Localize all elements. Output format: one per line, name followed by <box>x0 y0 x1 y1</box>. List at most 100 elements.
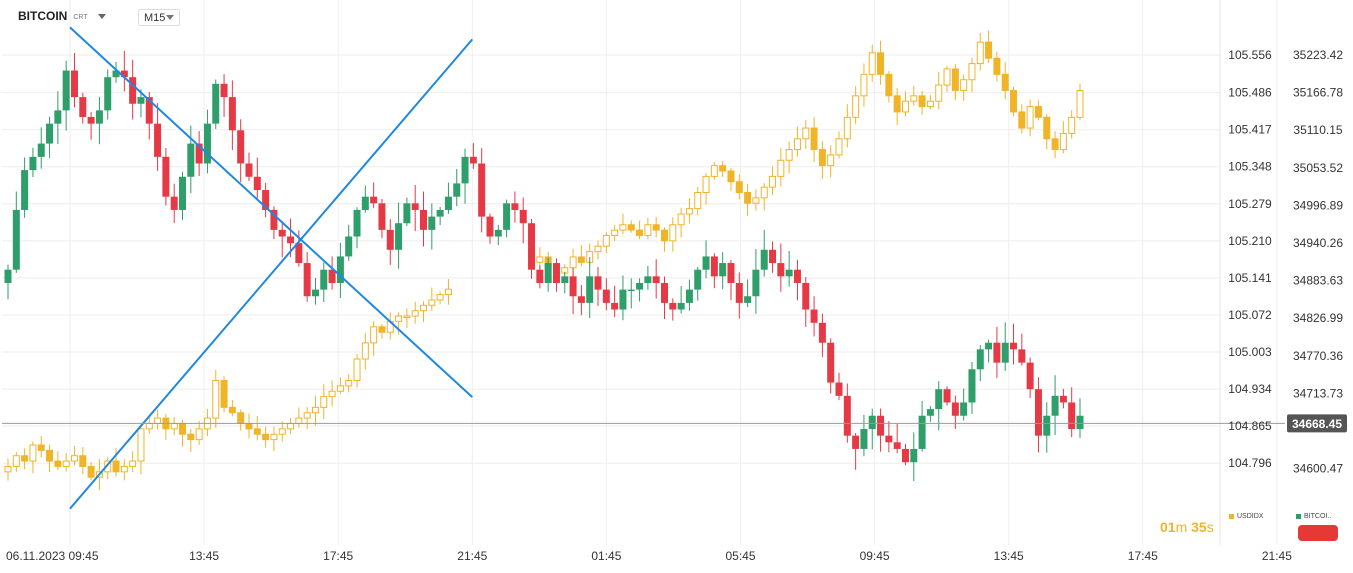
overlay-candle <box>1059 132 1067 151</box>
legend-usdidx[interactable]: USDIDX <box>1229 513 1263 520</box>
overlay-candle <box>104 460 112 473</box>
overlay-candle <box>345 380 353 387</box>
candle-body <box>810 309 818 323</box>
chevron-down-icon[interactable] <box>166 15 174 20</box>
candle-body <box>561 276 569 283</box>
overlay-candle <box>154 417 162 424</box>
overlay-candle <box>685 208 693 215</box>
sell-button[interactable] <box>1298 525 1338 541</box>
candle-body <box>145 97 153 124</box>
x-tick-label: 06.11.2023 09:45 <box>6 549 99 563</box>
overlay-candle <box>1001 73 1009 91</box>
overlay-candle <box>694 192 702 210</box>
candle-body <box>112 70 120 78</box>
overlay-candle <box>295 417 303 424</box>
legend-label: USDIDX <box>1237 513 1264 520</box>
overlay-candle <box>852 95 860 118</box>
candle-body <box>436 209 444 217</box>
overlay-candle <box>228 406 236 414</box>
overlay-candle <box>336 385 344 392</box>
overlay-candle <box>220 380 228 408</box>
candle-body <box>54 110 62 124</box>
symbol-selector[interactable]: BITCOIN CRT <box>18 9 106 23</box>
candle-body <box>519 209 527 224</box>
candle-body <box>494 229 502 237</box>
trendline <box>69 38 474 510</box>
candle-body <box>228 97 236 131</box>
legend-bitcoin[interactable]: BITCOI.. <box>1296 513 1331 520</box>
legend-swatch <box>1229 514 1234 519</box>
x-tick-label: 13:45 <box>994 549 1024 563</box>
candle-body <box>910 448 918 463</box>
chevron-down-icon[interactable] <box>97 13 106 19</box>
overlay-candle <box>361 342 369 360</box>
overlay-candle <box>777 159 785 177</box>
current-price-label: 34668.45 <box>1292 417 1342 431</box>
overlay-candle <box>436 294 444 301</box>
overlay-candle <box>1010 89 1018 113</box>
overlay-candle <box>187 433 195 441</box>
x-tick-label: 17:45 <box>323 549 353 563</box>
overlay-candle <box>877 52 885 75</box>
legend-swatch <box>1296 514 1301 519</box>
candle-body <box>652 276 660 283</box>
overlay-candle <box>145 422 153 430</box>
overlay-candle <box>960 79 968 91</box>
candle-body <box>1018 349 1026 363</box>
y-tick-left: 104.796 <box>1228 456 1272 470</box>
overlay-candle <box>237 412 245 424</box>
candle-body <box>627 289 635 292</box>
overlay-candle <box>328 390 336 398</box>
candle-body <box>976 349 984 370</box>
overlay-candle <box>320 396 328 408</box>
timeframe-dropdown[interactable]: M15 <box>138 9 180 26</box>
candle-body <box>868 415 876 430</box>
x-tick-label: 05:45 <box>725 549 755 563</box>
overlay-candle <box>46 449 54 462</box>
candle-body <box>769 249 777 264</box>
candle-body <box>619 289 627 310</box>
candle-body <box>636 282 644 290</box>
overlay-candle <box>893 95 901 113</box>
y-tick-right: 34600.47 <box>1293 462 1343 476</box>
candle-body <box>877 415 885 436</box>
overlay-candle <box>37 444 45 451</box>
countdown-seconds-unit: s <box>1206 519 1214 535</box>
overlay-candle <box>29 444 37 462</box>
x-tick-label: 21:45 <box>1262 549 1292 563</box>
overlay-candle <box>901 100 909 113</box>
overlay-candle <box>179 422 187 435</box>
y-tick-right: 34996.89 <box>1293 198 1343 212</box>
overlay-candle <box>710 165 718 177</box>
overlay-candle <box>835 138 843 156</box>
candle-body <box>1010 342 1018 350</box>
candle-body <box>1068 402 1076 430</box>
overlay-candle <box>827 154 835 167</box>
legend-label: BITCOI.. <box>1304 513 1332 520</box>
candle-body <box>793 269 801 283</box>
countdown-seconds: 35 <box>1191 519 1207 535</box>
overlay-candle <box>719 165 727 172</box>
overlay-candle <box>769 175 777 188</box>
y-tick-left: 105.348 <box>1228 160 1272 174</box>
candle-body <box>860 429 868 449</box>
candle-body <box>943 389 951 403</box>
overlay-candle <box>403 315 411 319</box>
overlay-candle <box>935 84 943 102</box>
y-tick-left: 105.556 <box>1228 48 1272 62</box>
candle-body <box>137 97 145 104</box>
y-tick-left: 105.486 <box>1228 86 1272 100</box>
overlay-candle <box>21 455 29 462</box>
candle-body <box>104 77 112 111</box>
candle-body <box>544 263 552 283</box>
overlay-candle <box>985 41 993 59</box>
overlay-candle <box>62 460 70 467</box>
overlay-candle <box>951 68 959 91</box>
overlay-candle <box>370 326 378 344</box>
candle-body <box>395 223 403 250</box>
candle-body <box>345 236 353 257</box>
overlay-candle <box>54 460 62 467</box>
y-tick-right: 35110.15 <box>1293 123 1342 137</box>
candle-body <box>21 170 29 210</box>
